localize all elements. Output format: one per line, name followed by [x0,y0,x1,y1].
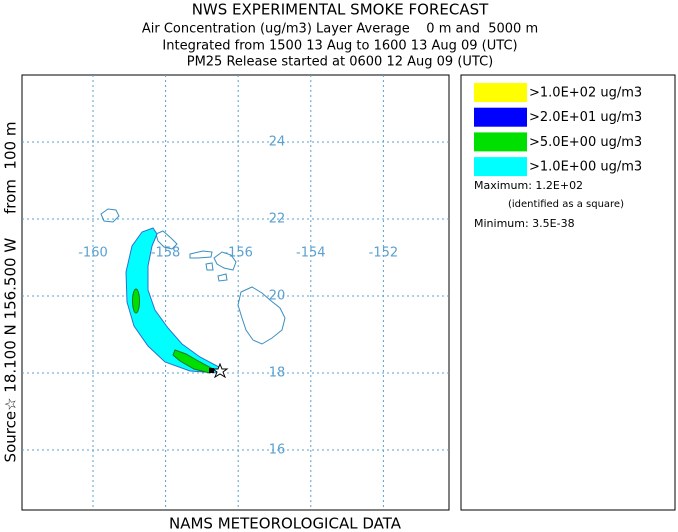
maximum: Maximum: 1.2E+02 [474,179,583,192]
lat-label: 22 [269,212,286,227]
map-frame [21,74,450,511]
smoke-plume [125,227,220,374]
island [189,250,213,259]
lat-label: 24 [269,135,286,150]
subtitle: Integrated from 1500 13 Aug to 1600 13 A… [162,39,517,54]
lat-label: 16 [269,443,286,458]
legend-label: >2.0E+01 ug/m3 [529,110,642,125]
coastlines [100,208,286,345]
max-note: (identified as a square) [508,199,624,210]
lon-label: -156 [223,246,253,261]
grid: 24 22 20 18 16 -160 -158 -156 -154 -152 [22,75,449,510]
lat-label: 20 [269,289,286,304]
source-star [211,362,229,379]
lat-label: 18 [269,366,286,381]
legend-label: >5.0E+00 ug/m3 [529,135,642,150]
island [205,262,214,271]
minimum: Minimum: 3.5E-38 [474,217,575,230]
legend-swatch [474,132,527,152]
legend-label: >1.0E+00 ug/m3 [529,160,642,175]
island [237,286,286,345]
title: NWS EXPERIMENTAL SMOKE FORECAST [192,1,489,19]
island [217,273,228,282]
smoke-core [132,288,140,314]
subtitle: PM25 Release started at 0600 12 Aug 09 (… [187,55,494,70]
legend-swatch [474,107,527,127]
legend-frame [460,74,676,511]
legend: >1.0E+02 ug/m3 >2.0E+01 ug/m3 >5.0E+00 ug/… [474,83,642,177]
max-square [209,368,214,373]
legend-swatch [474,157,527,177]
subtitle: Air Concentration (ug/m3) Layer Average … [142,22,538,37]
island [213,251,237,271]
footer: NAMS METEOROLOGICAL DATA [169,515,402,532]
lon-label: -154 [296,246,326,261]
island [100,208,120,223]
legend-swatch [474,83,527,102]
legend-label: >1.0E+02 ug/m3 [529,86,642,101]
lon-label: -160 [78,246,108,261]
lon-label: -152 [369,246,399,261]
island [155,230,178,250]
source-label: Source☆ 18.100 N 156.500 W from 100 m [2,122,20,463]
lon-label: -158 [151,246,181,261]
